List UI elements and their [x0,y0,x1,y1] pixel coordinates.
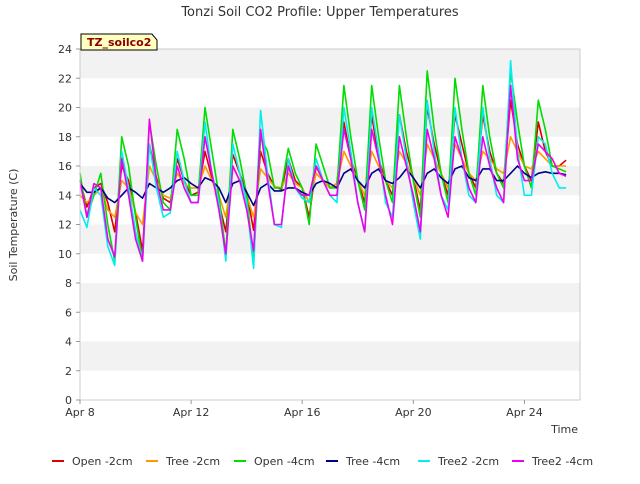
legend: Open -2cm Tree -2cm Open -4cm Tree -4cm Tree… [52,455,593,468]
grid-band [80,107,580,137]
y-tick-label: 10 [58,248,72,261]
x-tick-label: Apr 24 [506,406,543,419]
y-tick-label: 4 [65,336,72,349]
y-tick-label: 2 [65,365,72,378]
grid-band [80,224,580,254]
y-tick-label: 8 [65,277,72,290]
series-layer [79,59,567,270]
x-tick-label: Apr 12 [173,406,210,419]
x-axis-label: Time [550,423,578,436]
grid-band [80,341,580,371]
annotation-box [80,33,158,51]
grid-band [80,78,580,108]
legend-label: Tree2 -4cm [531,455,593,468]
legend-label: Open -4cm [254,455,315,468]
grid-bands [80,49,580,400]
grid-band [80,283,580,313]
grid-band [80,136,580,166]
site-annotation: TZ_soilco2 [80,33,158,51]
y-tick-label: 14 [58,189,72,202]
y-tick-label: 16 [58,160,72,173]
legend-label: Tree -4cm [345,455,400,468]
y-tick-label: 24 [58,43,72,56]
grid-band [80,370,580,400]
y-tick-label: 20 [58,102,72,115]
y-tick-label: 18 [58,131,72,144]
x-axis: Apr 8 Apr 12 Apr 16 Apr 20 Apr 24 [65,400,543,419]
grid-band [80,195,580,225]
x-tick-label: Apr 16 [284,406,321,419]
y-tick-label: 22 [58,72,72,85]
grid-band [80,253,580,283]
y-axis-label: Soil Temperature (C) [7,169,20,282]
y-tick-label: 6 [65,306,72,319]
grid-band [80,312,580,342]
x-tick-label: Apr 20 [395,406,432,419]
legend-label: Open -2cm [72,455,133,468]
y-tick-label: 12 [58,219,72,232]
y-tick-label: 0 [65,394,72,407]
legend-label: Tree2 -2cm [437,455,499,468]
annotation-label: TZ_soilco2 [87,36,151,49]
chart-title: Tonzi Soil CO2 Profile: Upper Temperatur… [180,5,459,20]
legend-label: Tree -2cm [165,455,220,468]
series-line-tree2-4cm [79,84,567,262]
grid-band [80,49,580,79]
x-tick-label: Apr 8 [65,406,95,419]
